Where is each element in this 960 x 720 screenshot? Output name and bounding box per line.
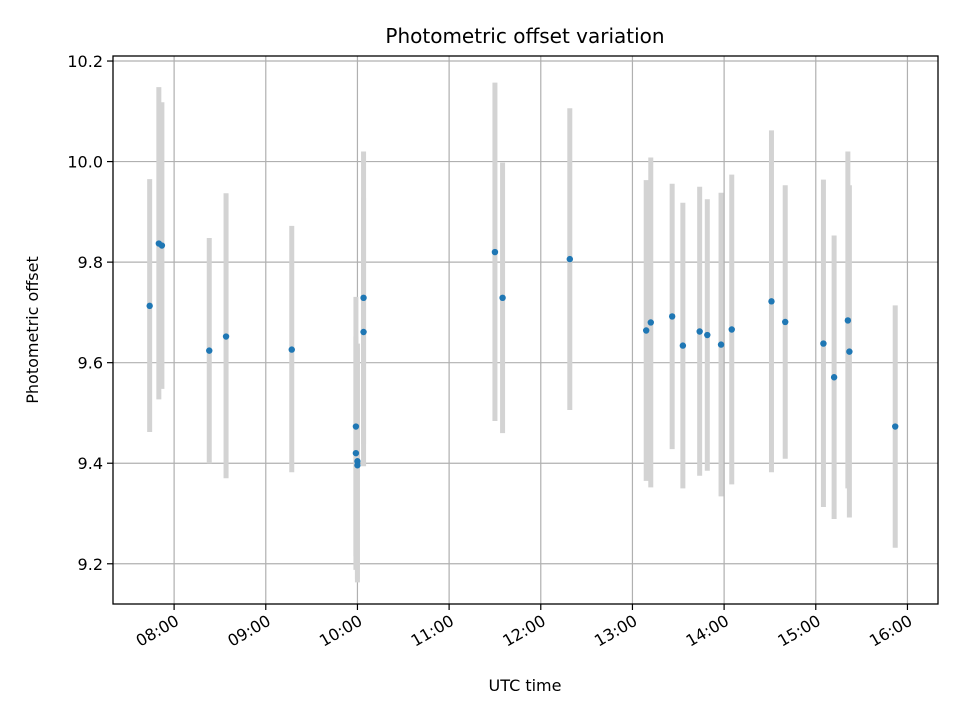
data-point	[566, 255, 574, 263]
plot-frame	[112, 55, 939, 605]
x-tick-label: 13:00	[591, 611, 640, 651]
data-point	[696, 328, 703, 335]
chart-title: Photometric offset variation	[385, 24, 664, 48]
data-point	[647, 319, 654, 326]
y-tick-label: 9.4	[78, 454, 103, 473]
data-point	[679, 342, 687, 349]
error-bars	[147, 82, 898, 583]
data-point	[642, 327, 650, 334]
x-tick-label: 08:00	[133, 611, 182, 651]
x-tick-label: 15:00	[774, 611, 823, 651]
y-tick-label: 9.2	[78, 555, 103, 574]
data-point	[892, 423, 899, 430]
data-points	[146, 240, 899, 469]
data-point	[288, 346, 295, 353]
data-point	[499, 294, 506, 302]
data-point	[206, 347, 213, 354]
data-point	[360, 294, 367, 302]
y-tick-label: 10.0	[67, 153, 103, 172]
x-axis-label: UTC time	[489, 676, 562, 695]
data-point	[352, 449, 360, 457]
data-point	[728, 326, 735, 333]
data-point	[222, 333, 230, 340]
data-point	[820, 340, 827, 347]
x-tick-label: 16:00	[866, 611, 915, 651]
x-tick-label: 14:00	[683, 611, 732, 651]
data-point	[717, 341, 725, 348]
data-point	[768, 298, 775, 305]
x-axis-ticks: 08:00 09:00 10:00 11:00 12:00 13:00 14:00 15:00…	[133, 604, 915, 651]
x-tick-label: 10:00	[316, 611, 365, 651]
y-tick-label: 10.2	[67, 52, 103, 71]
data-point	[354, 462, 361, 469]
data-point	[352, 423, 360, 430]
data-point	[360, 328, 367, 336]
data-point	[704, 331, 711, 339]
y-tick-label: 9.6	[78, 354, 103, 373]
data-point	[491, 248, 499, 256]
y-axis-ticks: 9.2 9.4 9.6 9.8 10.0 10.2	[67, 52, 113, 574]
data-point	[668, 313, 676, 320]
data-point	[146, 302, 153, 310]
y-tick-label: 9.8	[78, 253, 103, 272]
x-tick-label: 11:00	[408, 611, 457, 651]
x-tick-label: 12:00	[499, 611, 548, 651]
data-point	[846, 348, 853, 355]
grid	[113, 56, 938, 604]
y-axis-label: Photometric offset	[23, 256, 42, 404]
data-point	[782, 318, 789, 326]
data-point	[158, 242, 166, 249]
x-tick-label: 09:00	[224, 611, 273, 651]
data-point	[844, 317, 852, 324]
data-point	[830, 374, 838, 381]
